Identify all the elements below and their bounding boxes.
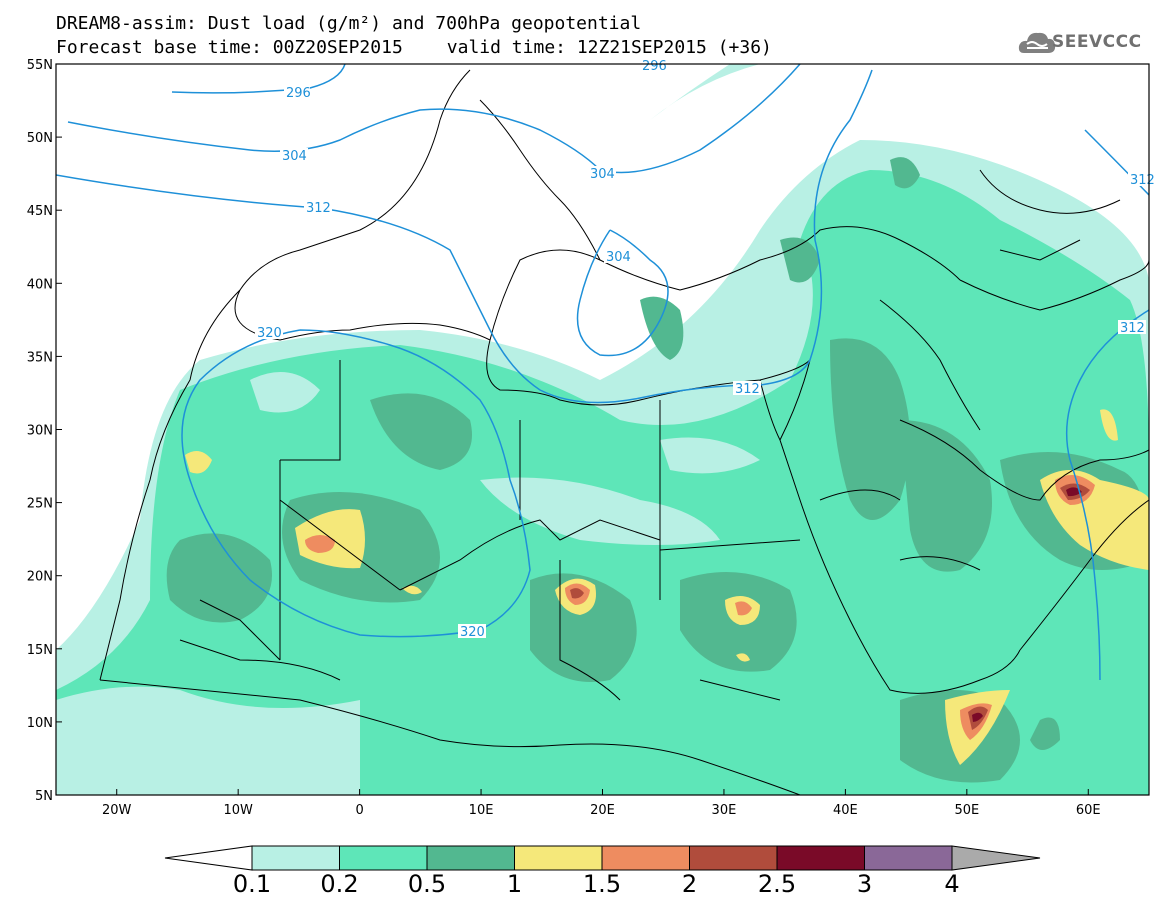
y-tick-label: 35N [27,350,53,365]
y-tick-label: 10N [27,716,53,731]
cloud-logo-icon [1018,32,1056,53]
y-axis: 55N 50N 45N 40N 35N 30N 25N 20N 15N 10N 5N [27,58,62,804]
colorbar-box [514,845,603,871]
colorbar-label: 2 [681,870,698,898]
contour-304-east [576,229,669,357]
dust-field-15 [305,535,335,553]
coastlines [99,69,1149,795]
colorbar-label: 2.5 [757,870,797,898]
y-tick-label: 55N [27,58,53,73]
y-tick-label: 5N [35,789,53,804]
y-tick-label: 40N [27,277,53,292]
map-title: DREAM8-assim: Dust load (g/m²) and 700hP… [56,13,642,34]
x-tick-label: 10W [223,803,253,818]
x-tick-label: 10E [469,803,494,818]
valid-time-label: valid time: 12Z21SEP2015 (+36) [446,37,772,58]
contour-label: 304 [590,167,615,182]
contour-label: 304 [606,250,631,265]
x-tick-label: 30E [712,803,737,818]
contour-label: 312 [306,201,331,216]
colorbar [164,845,1041,871]
colorbar-label: 0.2 [320,870,359,898]
contour-label: 312 [1120,321,1145,336]
colorbar-label: 0.5 [407,870,447,898]
colorbar-label: 4 [944,870,960,898]
contour-label: 320 [257,326,282,341]
dust-fields [56,64,1149,795]
contour-312 [56,69,873,404]
contour-320-east [1069,459,1101,681]
logo-text: SEEVCCC [1052,32,1142,52]
dust-field-2 [570,588,584,599]
x-tick-label: 60E [1076,803,1101,818]
dust-field-05 [166,533,272,623]
y-tick-label: 45N [27,204,53,219]
colorbar-box [426,845,515,871]
contour-label: 304 [282,149,307,164]
dust-field-25 [1066,487,1082,497]
geopotential-contours [56,64,1149,681]
y-tick-label: 20N [27,570,53,585]
y-tick-label: 30N [27,424,53,439]
y-tick-label: 50N [27,131,53,146]
y-tick-label: 25N [27,497,53,512]
x-tick-label: 0 [355,803,363,818]
colorbar-box [601,845,690,871]
contour-312-east [1084,129,1149,196]
y-tick-label: 15N [27,643,53,658]
colorbar-label: 1 [506,870,523,898]
base-time-label: Forecast base time: 00Z20SEP2015 [56,37,403,58]
colorbar-box [689,845,778,871]
x-tick-label: 40E [833,803,858,818]
colorbar-label: 0.1 [232,870,272,898]
contour-label: 312 [1130,173,1155,188]
colorbar-box [251,845,340,871]
contour-304-west [67,64,801,174]
x-tick-label: 20W [102,803,132,818]
colorbar-box [776,845,865,871]
contour-label: 296 [286,86,311,101]
contour-label: 320 [460,625,485,640]
colorbar-end [951,845,1041,871]
dust-field-02 [56,170,1149,795]
colorbar-box [864,845,953,871]
contour-label: 312 [735,382,760,397]
colorbar-label: 3 [856,870,873,898]
x-axis: 20W 10W 0 10E 20E 30E 40E 50E 60E [102,789,1101,818]
colorbar-box [339,845,428,871]
map-subtitle: Forecast base time: 00Z20SEP2015 valid ti… [56,37,772,58]
contour-label: 296 [642,59,667,74]
x-tick-label: 50E [954,803,979,818]
x-tick-label: 20E [590,803,615,818]
contour-labels: 296 296 304 304 304 312 312 312 312 320 … [255,59,1155,640]
colorbar-label: 1.5 [582,870,622,898]
